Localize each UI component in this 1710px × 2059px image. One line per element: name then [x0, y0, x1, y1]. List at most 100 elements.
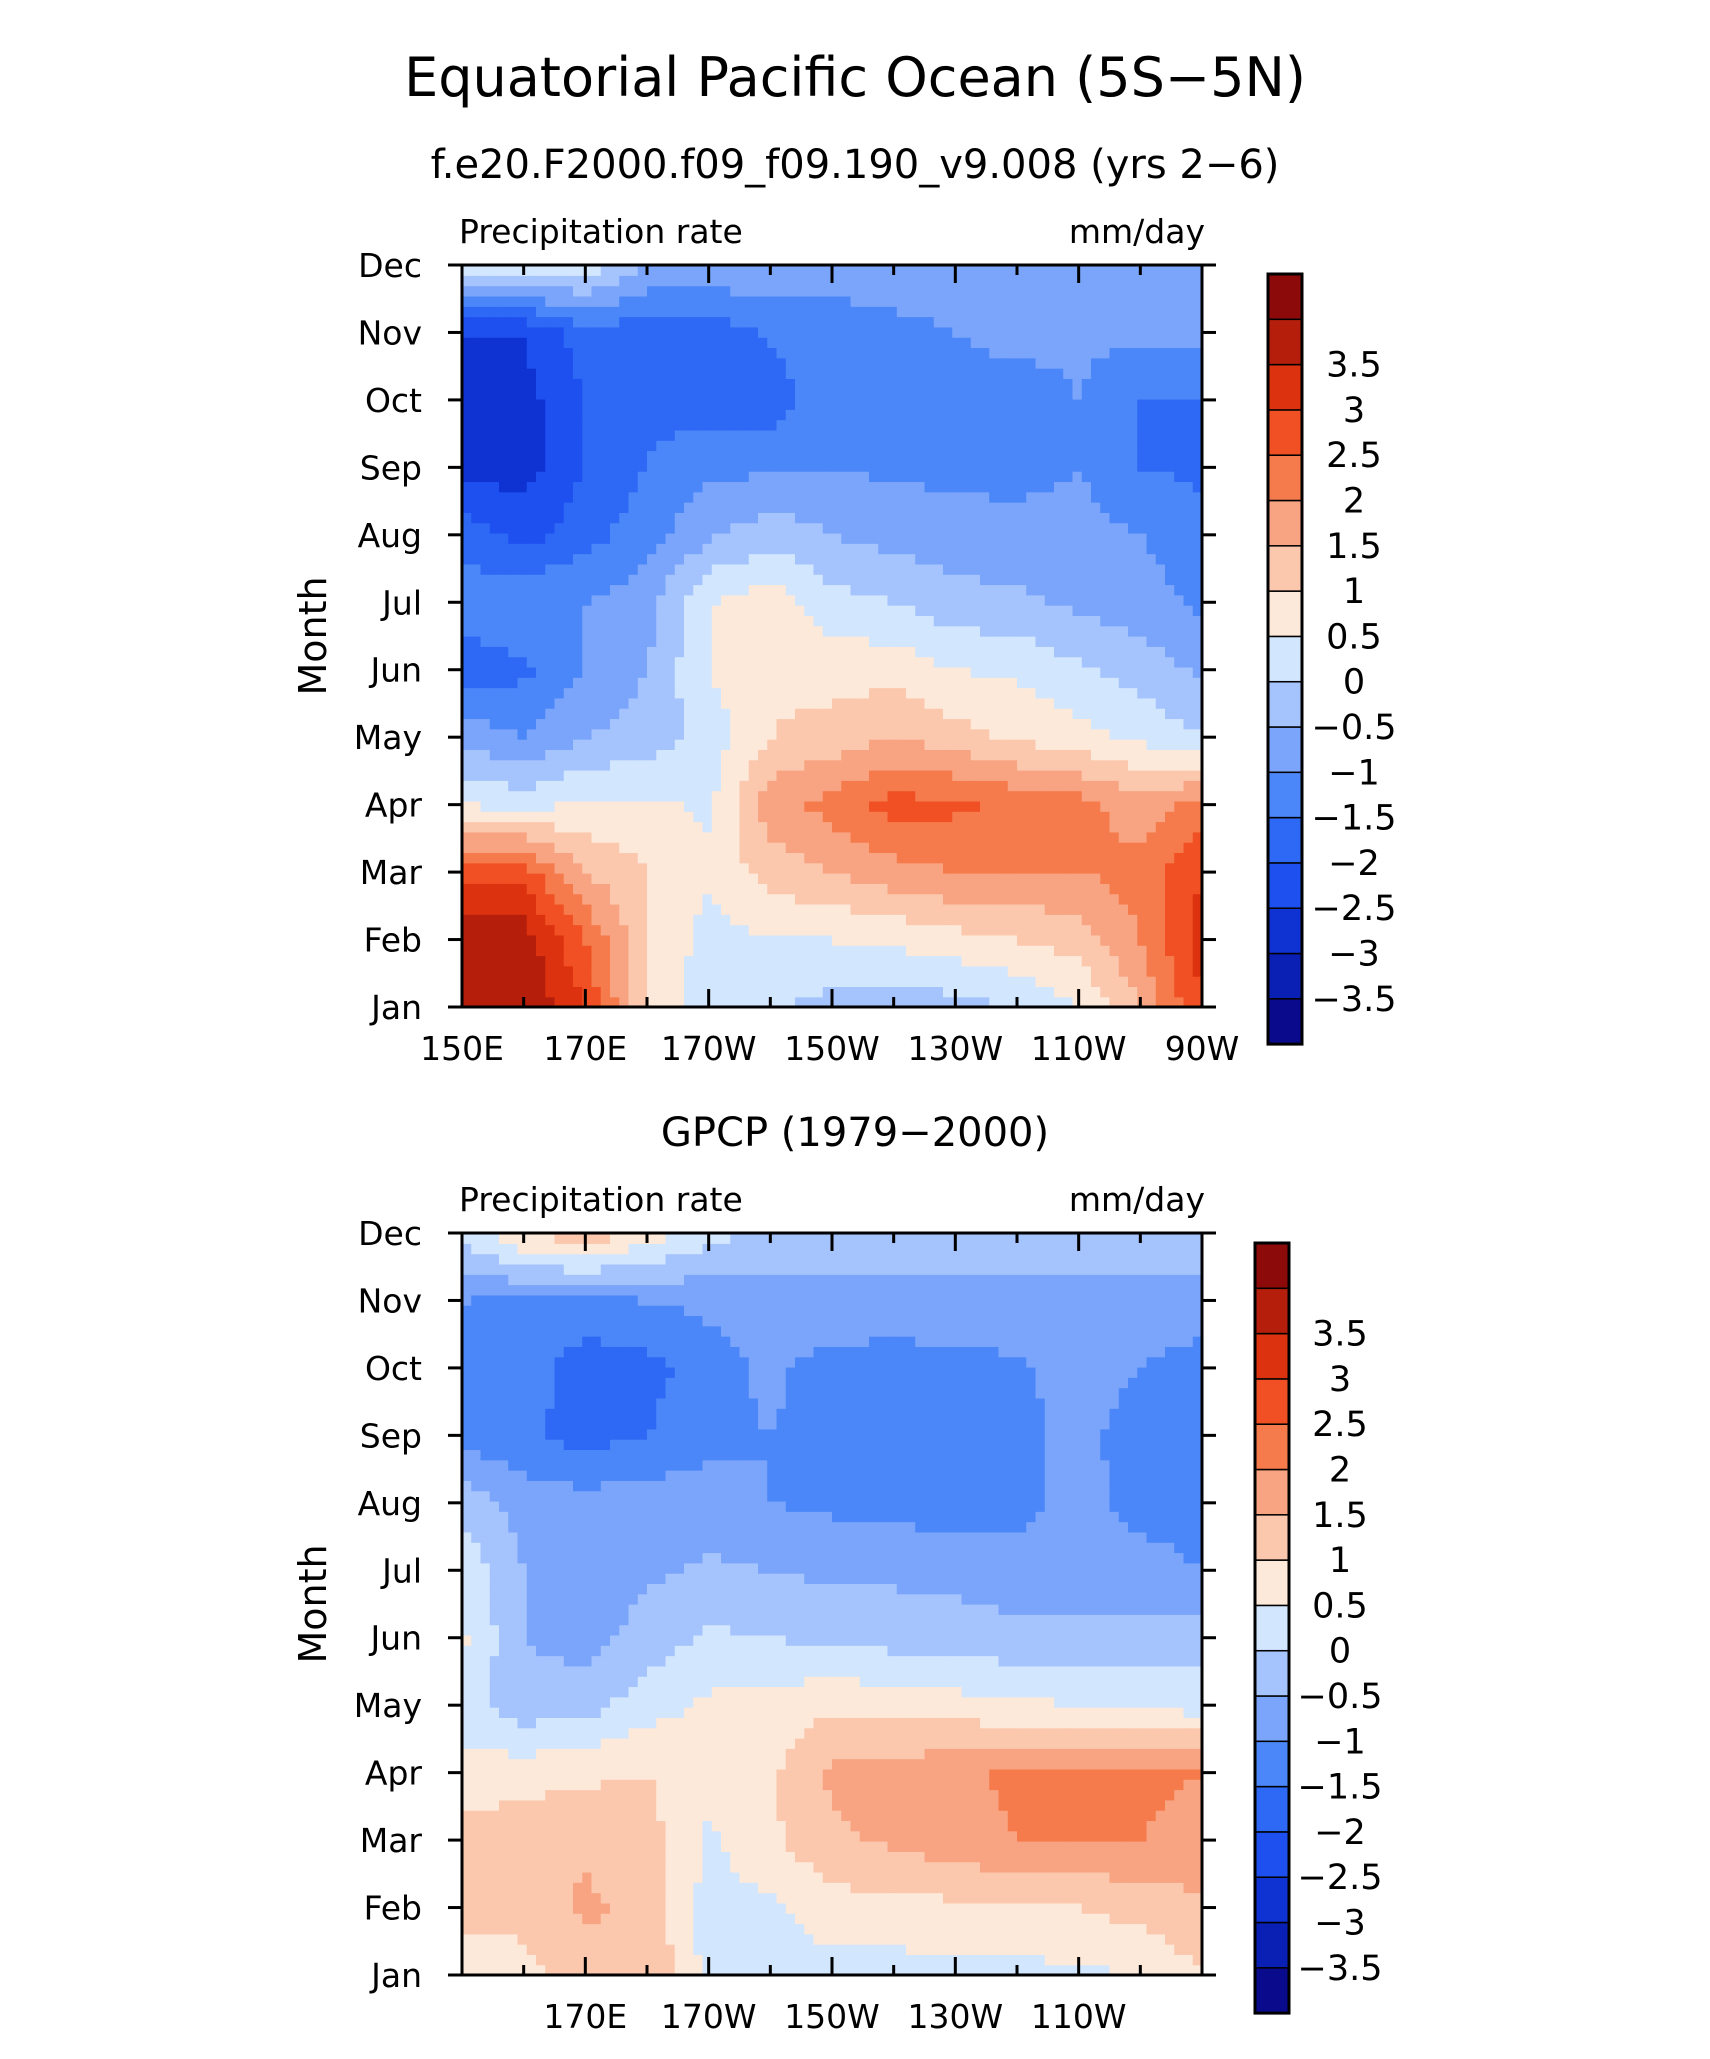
heatmap-cell [462, 419, 472, 431]
heatmap-cell [684, 563, 694, 575]
heatmap-cell [989, 893, 1000, 905]
heatmap-cell [711, 460, 722, 472]
heatmap-cell [859, 996, 870, 1008]
heatmap-cell [933, 574, 944, 586]
heatmap-cell [943, 543, 953, 555]
heatmap-cell [1072, 934, 1083, 946]
heatmap-cell [1044, 687, 1055, 699]
heatmap-cell [1063, 398, 1074, 410]
heatmap-cell [591, 512, 602, 524]
heatmap-cell [1044, 883, 1055, 895]
heatmap-cell [859, 460, 870, 472]
heatmap-cell [795, 728, 805, 740]
heatmap-cell [610, 398, 620, 410]
heatmap-cell [1007, 728, 1018, 740]
heatmap-cell [1081, 409, 1092, 421]
heatmap-cell [924, 419, 935, 431]
heatmap-cell [767, 636, 778, 647]
heatmap-cell [1081, 625, 1092, 637]
heatmap-cell [711, 388, 722, 400]
heatmap-cell [1063, 429, 1074, 441]
heatmap-cell [711, 440, 722, 452]
heatmap-cell [1081, 584, 1092, 596]
heatmap-cell [1007, 903, 1018, 915]
heatmap-cell [536, 646, 546, 658]
heatmap-cell [767, 790, 778, 802]
heatmap-cell [545, 955, 556, 967]
heatmap-cell [480, 357, 491, 369]
heatmap-cell [647, 574, 657, 586]
heatmap-cell [1072, 636, 1083, 647]
heatmap-cell [822, 656, 833, 668]
heatmap-cell [869, 996, 879, 1008]
heatmap-cell [711, 677, 722, 689]
heatmap-cell [674, 584, 685, 596]
heatmap-cell [637, 965, 648, 977]
heatmap-cell [489, 687, 500, 699]
heatmap-cell [1044, 429, 1055, 441]
heatmap-cell [721, 471, 731, 483]
heatmap-cell [499, 398, 509, 410]
heatmap-cell [619, 708, 630, 720]
heatmap-cell [1174, 450, 1185, 462]
heatmap-cell [480, 419, 491, 431]
heatmap-cell [1100, 976, 1111, 987]
heatmap-cell [1072, 759, 1083, 771]
heatmap-cell [600, 831, 611, 843]
heatmap-cell [1026, 945, 1037, 957]
heatmap-cell [610, 780, 620, 792]
heatmap-cell [730, 945, 741, 957]
heatmap-cell [841, 708, 852, 720]
heatmap-cell [933, 965, 944, 977]
heatmap-cell [508, 584, 519, 596]
heatmap-cell [767, 491, 778, 503]
heatmap-cell [1081, 831, 1092, 843]
heatmap-cell [573, 502, 583, 513]
heatmap-cell [711, 398, 722, 410]
heatmap-cell [499, 429, 509, 441]
heatmap-cell [1007, 625, 1018, 637]
heatmap-cell [517, 831, 528, 843]
heatmap-cell [600, 471, 611, 483]
heatmap-cell [813, 986, 824, 998]
heatmap-cell [526, 708, 537, 720]
heatmap-cell [554, 790, 565, 802]
heatmap-cell [1017, 409, 1027, 421]
heatmap-cell [665, 862, 676, 874]
heatmap-cell [610, 862, 620, 874]
heatmap-cell [739, 553, 750, 565]
heatmap-cell [684, 697, 694, 709]
heatmap-cell [647, 666, 657, 678]
heatmap-cell [915, 368, 926, 379]
heatmap-cell [1174, 924, 1185, 936]
heatmap-cell [980, 368, 990, 379]
heatmap-cell [665, 532, 676, 544]
heatmap-cell [924, 636, 935, 647]
heatmap-cell [933, 945, 944, 957]
heatmap-cell [1054, 563, 1064, 575]
heatmap-cell [1128, 553, 1138, 565]
heatmap-cell [980, 718, 990, 730]
heatmap-cell [1081, 996, 1092, 1008]
heatmap-cell [758, 357, 768, 369]
heatmap-cell [776, 388, 787, 400]
heatmap-cell [619, 636, 630, 647]
heatmap-cell [480, 368, 491, 379]
heatmap-cell [822, 687, 833, 699]
heatmap-cell [684, 481, 694, 493]
heatmap-cell [1072, 532, 1083, 544]
heatmap-cell [1165, 749, 1175, 761]
heatmap-cell [869, 512, 879, 524]
heatmap-cell [711, 718, 722, 730]
heatmap-cell [841, 553, 852, 565]
heatmap-cell [702, 419, 713, 431]
heatmap-cell [952, 790, 963, 802]
heatmap-cell [684, 471, 694, 483]
heatmap-cell [1118, 471, 1129, 483]
heatmap-cell [970, 934, 981, 946]
heatmap-cell [1072, 687, 1083, 699]
heatmap-cell [730, 563, 741, 575]
heatmap-cell [647, 780, 657, 792]
heatmap-cell [915, 728, 926, 740]
heatmap-cell [637, 749, 648, 761]
